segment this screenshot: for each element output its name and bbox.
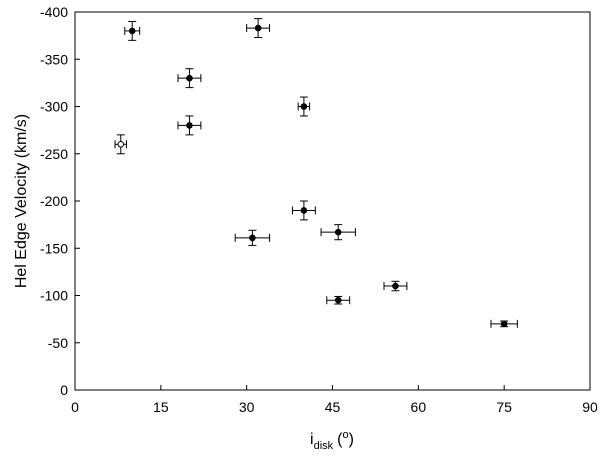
point [392,282,399,290]
point [334,228,342,236]
point [500,320,508,328]
y-tick-label: -100 [40,288,68,304]
y-tick-label: -200 [40,193,68,209]
x-tick-label: 30 [239,399,255,415]
point [128,27,136,35]
y-tick-label: -250 [40,146,68,162]
point [117,141,125,148]
plot-frame [74,11,591,391]
y-tick-label: 0 [60,382,68,398]
x-tick-label: 15 [153,399,169,415]
x-label-sub: disk [314,440,334,452]
point [334,296,342,304]
y-axis-label: Hel Edge Velocity (km/s) [13,114,30,288]
point [300,207,308,214]
y-tick-label: -400 [40,4,68,20]
x-label-close: ) [349,431,354,448]
y-tick-label: -50 [48,335,68,351]
y-tick-label: -350 [40,51,68,67]
x-tick-label: 60 [411,399,427,415]
point [186,74,193,82]
point [186,122,193,129]
x-tick-label: 75 [496,399,512,415]
point [300,103,308,110]
x-axis-label: idisk (o) [310,429,354,452]
point [249,234,256,242]
x-label-sup: o [343,429,349,441]
x-label-open: ( [337,431,343,448]
x-label-main: i [310,431,314,448]
y-tick-label: -300 [40,99,68,115]
y-tick-label: -150 [40,240,68,256]
x-tick-label: 0 [71,399,79,415]
point [254,24,262,32]
x-tick-label: 90 [582,399,598,415]
x-tick-label: 45 [325,399,341,415]
